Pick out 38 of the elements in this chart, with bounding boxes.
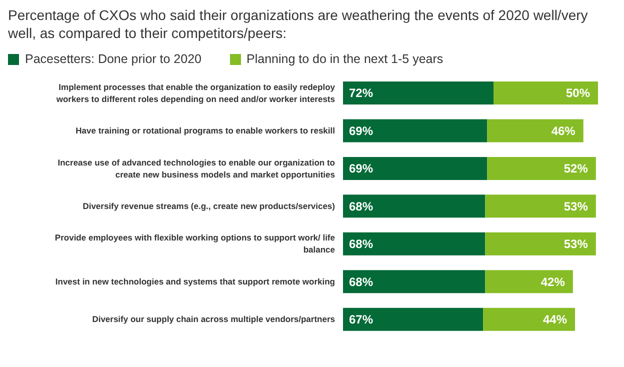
data-label: 46% <box>551 124 576 138</box>
bar <box>343 156 488 180</box>
y-tick-label: Provide employees with flexible working options to support work/ life balance <box>54 232 336 255</box>
bar <box>485 270 573 294</box>
bar <box>343 119 488 142</box>
legend-label: Pacesetters: Done prior to 2020 <box>25 52 202 66</box>
data-label: 42% <box>540 274 566 289</box>
data-label: 69% <box>349 124 374 138</box>
y-tick-label: Increase use of advanced technologies to enable our organization to create new business models and market opportunities <box>58 157 336 180</box>
y-tick-label: Diversify our supply chain across multiple vendors/partners <box>92 314 336 324</box>
y-tick-label: Invest in new technologies and systems that support remote working <box>55 276 335 286</box>
bar <box>487 156 596 180</box>
y-tick-label: Diversify revenue streams (e.g., create new products/services) <box>82 200 336 211</box>
data-label: 67% <box>349 312 374 327</box>
data-label: 44% <box>542 312 568 327</box>
data-label: 68% <box>349 199 374 214</box>
bar <box>343 82 494 105</box>
data-label: 53% <box>564 199 588 214</box>
data-label: 53% <box>564 237 588 252</box>
data-label: 68% <box>349 237 374 252</box>
data-label: 50% <box>566 86 590 100</box>
bar <box>485 194 596 218</box>
bar <box>343 308 484 331</box>
legend-label: Planning to do in the next 1-5 years <box>246 52 444 66</box>
bar <box>483 308 576 331</box>
y-tick-label: Implement processes that enable the organization to easily redeploy workers to different roles depending on need and/or worker interests <box>55 82 336 104</box>
bar <box>485 232 596 256</box>
data-label: 72% <box>349 86 374 100</box>
bar <box>343 194 486 218</box>
bar <box>493 82 598 105</box>
bar <box>487 119 584 142</box>
bar <box>343 232 486 256</box>
data-label: 69% <box>349 162 374 176</box>
chart-title: Percentage of CXOs who said their organizations are weathering the events of 2020 well/very well, as compared to their competitors/peers: <box>8 6 589 42</box>
data-label: 68% <box>349 274 374 289</box>
data-label: 52% <box>564 162 588 176</box>
y-tick-label: Have training or rotational programs to enable workers to reskill <box>76 126 335 136</box>
bar <box>343 270 486 294</box>
